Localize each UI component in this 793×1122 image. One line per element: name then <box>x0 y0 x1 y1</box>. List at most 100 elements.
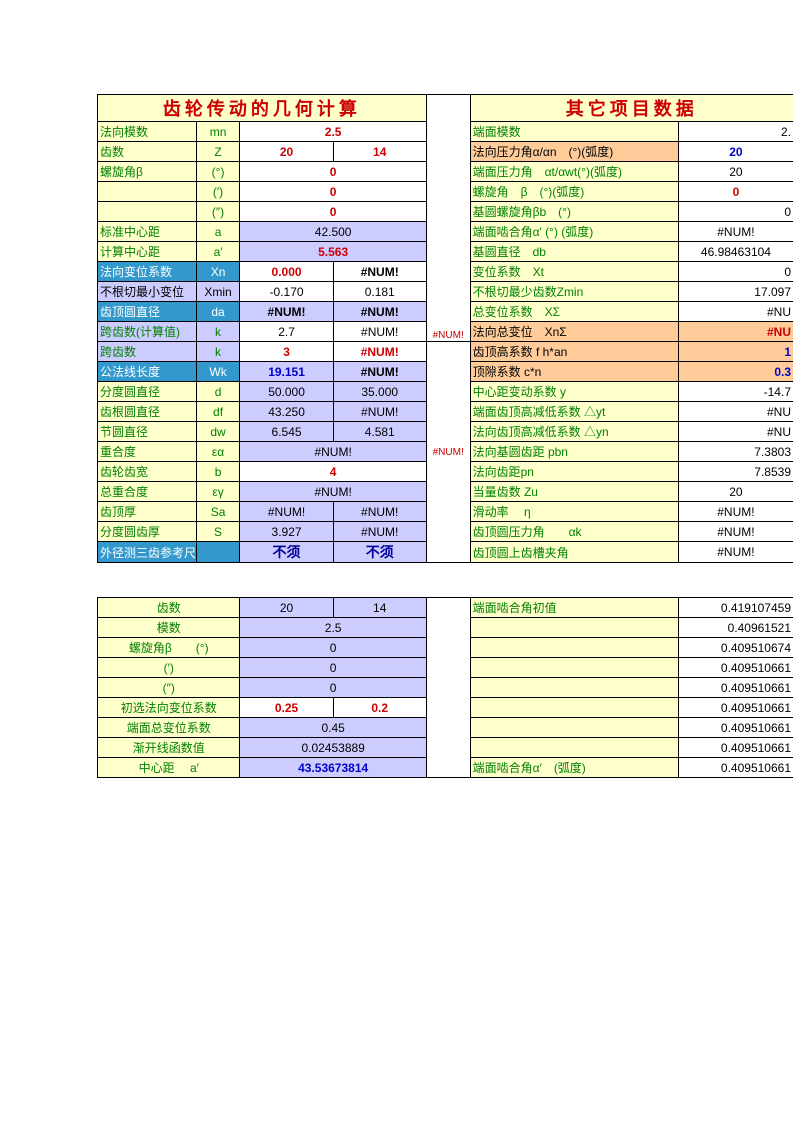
b-val[interactable]: 0 <box>240 638 426 658</box>
b-val-2[interactable]: 14 <box>333 598 426 618</box>
right-value[interactable]: 0 <box>678 202 793 222</box>
row-label: 跨齿数 <box>98 342 197 362</box>
row-value-1[interactable]: 50.000 <box>240 382 333 402</box>
right-value[interactable]: 0 <box>678 262 793 282</box>
b-val-2[interactable]: 0.2 <box>333 698 426 718</box>
right-value[interactable]: 20 <box>678 142 793 162</box>
row-symbol: (″) <box>196 202 240 222</box>
row-value-1[interactable]: 6.545 <box>240 422 333 442</box>
row-value[interactable]: 2.5 <box>240 122 426 142</box>
b-right-val[interactable]: 0.419107459 <box>678 598 793 618</box>
right-value[interactable]: #NUM! <box>678 522 793 542</box>
b-val[interactable]: 0.45 <box>240 718 426 738</box>
row-value-1[interactable]: 0.000 <box>240 262 333 282</box>
row-value-2[interactable]: #NUM! <box>333 342 426 362</box>
b-val[interactable]: 43.53673814 <box>240 758 426 778</box>
b-val[interactable]: 0 <box>240 658 426 678</box>
right-value[interactable]: 20 <box>678 162 793 182</box>
row-value-2[interactable]: #NUM! <box>333 502 426 522</box>
b-right-val[interactable]: 0.409510661 <box>678 738 793 758</box>
row-value[interactable]: 42.500 <box>240 222 426 242</box>
row-value-1[interactable]: 不须 <box>240 542 333 563</box>
b-right-val[interactable]: 0.409510661 <box>678 658 793 678</box>
b-right-val[interactable]: 0.409510661 <box>678 678 793 698</box>
row-value-2[interactable]: #NUM! <box>333 302 426 322</box>
row-value[interactable]: 5.563 <box>240 242 426 262</box>
b-val[interactable]: 0 <box>240 678 426 698</box>
b-label: (″) <box>98 678 240 698</box>
title-right: 其它项目数据 <box>470 95 793 122</box>
right-label: 不根切最少齿数Zmin <box>470 282 678 302</box>
row-label <box>98 202 197 222</box>
right-value[interactable]: 0.3 <box>678 362 793 382</box>
right-value[interactable]: 46.98463104 <box>678 242 793 262</box>
b-right-label <box>470 618 678 638</box>
row-label: 分度圆直径 <box>98 382 197 402</box>
row-value-2[interactable]: 14 <box>333 142 426 162</box>
row-symbol: Xn <box>196 262 240 282</box>
row-value[interactable]: 4 <box>240 462 426 482</box>
b-val[interactable]: 2.5 <box>240 618 426 638</box>
row-value-1[interactable]: 43.250 <box>240 402 333 422</box>
b-right-val[interactable]: 0.40961521 <box>678 618 793 638</box>
row-value-2[interactable]: 4.581 <box>333 422 426 442</box>
b-label: 初选法向变位系数 <box>98 698 240 718</box>
right-value[interactable]: 20 <box>678 482 793 502</box>
b-right-val[interactable]: 0.409510674 <box>678 638 793 658</box>
row-value-1[interactable]: -0.170 <box>240 282 333 302</box>
b-val-1[interactable]: 0.25 <box>240 698 333 718</box>
right-value[interactable]: 1 <box>678 342 793 362</box>
row-value-2[interactable]: 不须 <box>333 542 426 563</box>
right-value[interactable]: #NUM! <box>678 502 793 522</box>
row-value-1[interactable]: #NUM! <box>240 302 333 322</box>
right-label: 齿顶圆上齿槽夹角 <box>470 542 678 563</box>
right-value[interactable]: #NU <box>678 402 793 422</box>
b-right-label <box>470 738 678 758</box>
row-value-1[interactable]: 3 <box>240 342 333 362</box>
right-value[interactable]: 7.8539 <box>678 462 793 482</box>
b-right-val[interactable]: 0.409510661 <box>678 698 793 718</box>
row-value-1[interactable]: 2.7 <box>240 322 333 342</box>
b-right-val[interactable]: 0.409510661 <box>678 758 793 778</box>
row-value[interactable]: 0 <box>240 202 426 222</box>
b-val[interactable]: 0.02453889 <box>240 738 426 758</box>
row-value-2[interactable]: #NUM! <box>333 322 426 342</box>
row-value[interactable]: 0 <box>240 182 426 202</box>
row-value-2[interactable]: 35.000 <box>333 382 426 402</box>
row-value-1[interactable]: #NUM! <box>240 502 333 522</box>
b-right-val[interactable]: 0.409510661 <box>678 718 793 738</box>
row-symbol: df <box>196 402 240 422</box>
right-value[interactable]: 7.3803 <box>678 442 793 462</box>
row-symbol: dw <box>196 422 240 442</box>
right-value[interactable]: 2. <box>678 122 793 142</box>
row-value-2[interactable]: 0.181 <box>333 282 426 302</box>
right-value[interactable]: #NUM! <box>678 222 793 242</box>
row-symbol: εγ <box>196 482 240 502</box>
row-value-2[interactable]: #NUM! <box>333 402 426 422</box>
right-label: 法向总变位 XnΣ <box>470 322 678 342</box>
right-value[interactable]: #NU <box>678 302 793 322</box>
right-value[interactable]: #NUM! <box>678 542 793 563</box>
row-value-1[interactable]: 19.151 <box>240 362 333 382</box>
right-value[interactable]: 0 <box>678 182 793 202</box>
right-value[interactable]: 17.097 <box>678 282 793 302</box>
row-value-1[interactable]: 20 <box>240 142 333 162</box>
b-right-label: 端面啮合角初值 <box>470 598 678 618</box>
row-symbol: Z <box>196 142 240 162</box>
row-value-2[interactable]: #NUM! <box>333 362 426 382</box>
right-label: 端面压力角 αt/αwt(°)(弧度) <box>470 162 678 182</box>
b-val-1[interactable]: 20 <box>240 598 333 618</box>
row-value-2[interactable]: #NUM! <box>333 262 426 282</box>
right-value[interactable]: #NU <box>678 422 793 442</box>
row-value-2[interactable]: #NUM! <box>333 522 426 542</box>
right-value[interactable]: #NU <box>678 322 793 342</box>
row-symbol: (°) <box>196 162 240 182</box>
row-symbol: a <box>196 222 240 242</box>
row-label: 法向模数 <box>98 122 197 142</box>
right-value[interactable]: -14.7 <box>678 382 793 402</box>
row-value-1[interactable]: 3.927 <box>240 522 333 542</box>
row-value[interactable]: 0 <box>240 162 426 182</box>
right-label: 法向齿距pn <box>470 462 678 482</box>
row-value[interactable]: #NUM! <box>240 442 426 462</box>
row-value[interactable]: #NUM! <box>240 482 426 502</box>
